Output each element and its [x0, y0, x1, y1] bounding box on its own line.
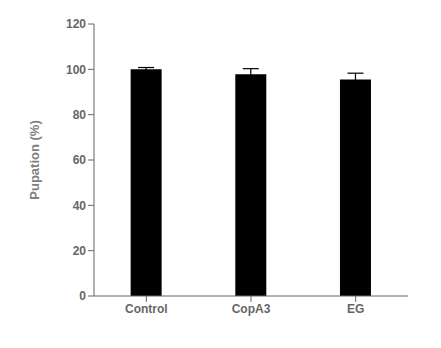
svg-text:Pupation (%): Pupation (%)	[27, 120, 42, 199]
svg-text:20: 20	[73, 244, 87, 258]
svg-text:40: 40	[73, 199, 87, 213]
svg-text:120: 120	[66, 17, 86, 31]
svg-text:EG: EG	[347, 302, 364, 316]
svg-text:80: 80	[73, 108, 87, 122]
svg-text:60: 60	[73, 153, 87, 167]
svg-text:Control: Control	[125, 302, 168, 316]
svg-text:CopA3: CopA3	[232, 302, 271, 316]
svg-text:100: 100	[66, 63, 86, 77]
svg-text:0: 0	[79, 289, 86, 303]
